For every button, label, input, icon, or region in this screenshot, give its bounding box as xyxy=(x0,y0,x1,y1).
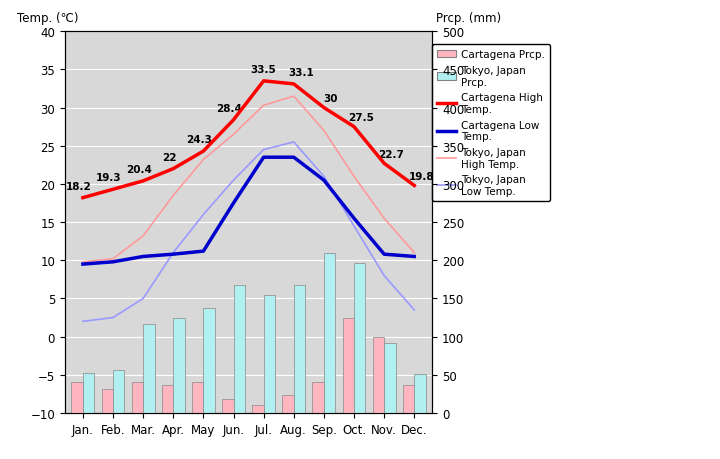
Bar xyxy=(264,296,275,413)
Bar xyxy=(102,389,113,413)
Text: Temp. (℃): Temp. (℃) xyxy=(17,11,78,24)
Bar xyxy=(343,318,354,413)
Bar xyxy=(324,253,336,413)
Bar xyxy=(252,405,264,413)
Bar xyxy=(203,309,215,413)
Bar xyxy=(294,285,305,413)
Bar xyxy=(373,337,384,413)
Bar xyxy=(162,385,174,413)
Text: 28.4: 28.4 xyxy=(217,104,242,113)
Bar xyxy=(132,383,143,413)
Text: 19.3: 19.3 xyxy=(96,173,122,183)
Bar xyxy=(414,374,426,413)
Bar xyxy=(354,263,366,413)
Text: 30: 30 xyxy=(323,94,338,104)
Text: Prcp. (mm): Prcp. (mm) xyxy=(436,11,501,24)
Bar xyxy=(143,324,155,413)
Bar xyxy=(282,396,294,413)
Text: 27.5: 27.5 xyxy=(348,113,374,123)
Text: 33.1: 33.1 xyxy=(288,68,314,78)
Bar xyxy=(71,383,83,413)
Legend: Cartagena Prcp., Tokyo, Japan
Prcp., Cartagena High
Temp., Cartagena Low
Temp., : Cartagena Prcp., Tokyo, Japan Prcp., Car… xyxy=(432,45,550,202)
Bar xyxy=(174,319,185,413)
Text: 22.7: 22.7 xyxy=(378,150,404,160)
Text: 22: 22 xyxy=(162,152,176,162)
Bar xyxy=(83,374,94,413)
Text: 20.4: 20.4 xyxy=(126,165,152,174)
Bar xyxy=(233,285,245,413)
Bar xyxy=(192,383,203,413)
Bar xyxy=(113,370,125,413)
Bar xyxy=(402,385,414,413)
Text: 18.2: 18.2 xyxy=(66,181,91,191)
Text: 19.8: 19.8 xyxy=(408,172,434,182)
Bar xyxy=(222,399,233,413)
Bar xyxy=(384,343,395,413)
Text: 33.5: 33.5 xyxy=(251,65,276,75)
Bar xyxy=(312,383,324,413)
Text: 24.3: 24.3 xyxy=(186,135,212,145)
